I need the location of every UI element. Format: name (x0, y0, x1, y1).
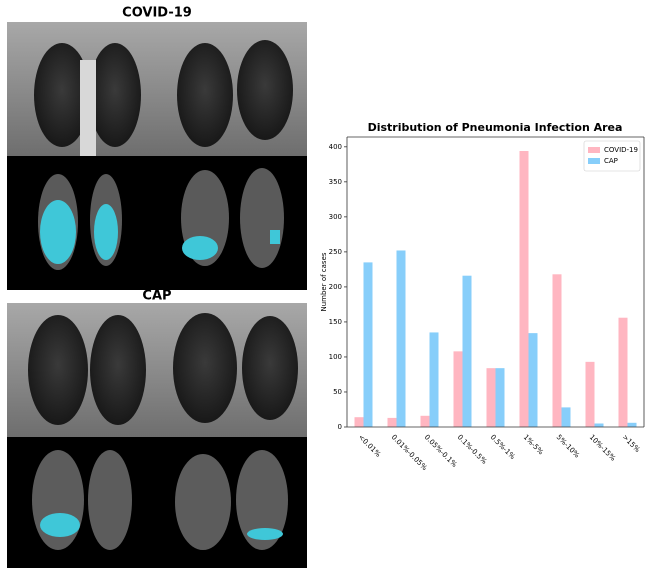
bar (519, 151, 529, 428)
panel-label: COVID-19 (122, 6, 192, 21)
bar (453, 351, 463, 427)
y-tick-label: 250 (329, 248, 342, 256)
lung (34, 43, 90, 147)
lung (236, 450, 288, 550)
x-tick-label: >15% (621, 433, 642, 454)
bar (552, 274, 562, 427)
lesion (40, 513, 80, 537)
bar (387, 417, 397, 427)
bar (396, 250, 406, 427)
x-tick-label: 0.1%-0.5% (456, 433, 489, 466)
lesion (94, 204, 118, 260)
lung (242, 316, 298, 420)
y-tick-label: 200 (329, 283, 342, 291)
spine (80, 60, 96, 156)
x-tick-label: 1%-5% (522, 433, 545, 456)
lung (237, 40, 293, 140)
y-tick-label: 350 (329, 178, 342, 186)
bar (594, 423, 604, 427)
legend-label: COVID-19 (604, 146, 638, 154)
x-tick-label: <0.01% (357, 433, 383, 459)
legend-label: CAP (604, 157, 618, 165)
lesion (247, 528, 283, 540)
lung (28, 315, 88, 425)
chart-title: Distribution of Pneumonia Infection Area (368, 121, 623, 134)
lung (90, 315, 146, 425)
bar (429, 332, 439, 427)
lesion (270, 230, 280, 244)
bar (627, 422, 637, 427)
bar (618, 317, 628, 427)
bar (528, 333, 538, 427)
y-tick-label: 50 (333, 388, 342, 396)
bar (561, 407, 571, 427)
legend-swatch (588, 158, 600, 164)
lung (177, 43, 233, 147)
x-tick-label: 0.5%-1% (489, 433, 517, 461)
lung (89, 43, 141, 147)
cap-images (7, 303, 307, 568)
y-tick-label: 400 (329, 143, 342, 151)
lesion (182, 236, 218, 260)
bar (420, 415, 430, 427)
covid-images (7, 22, 307, 290)
y-tick-label: 0 (338, 423, 342, 431)
lung (88, 450, 132, 550)
bar (486, 368, 496, 427)
lung (173, 313, 237, 423)
x-tick-label: 0.05%-0.1% (423, 433, 459, 469)
y-tick-label: 300 (329, 213, 342, 221)
legend-swatch (588, 147, 600, 153)
bar (462, 275, 472, 427)
x-tick-label: 10%-15% (588, 433, 618, 463)
lung (175, 454, 231, 550)
bar (495, 368, 505, 427)
y-axis-label: Number of cases (320, 252, 328, 311)
x-tick-label: 5%-10% (555, 433, 582, 460)
y-tick-label: 100 (329, 353, 342, 361)
panel-label: CAP (142, 289, 171, 304)
bar (585, 361, 595, 427)
lesion (40, 200, 76, 264)
bar (354, 417, 364, 427)
y-tick-label: 150 (329, 318, 342, 326)
lung (240, 168, 284, 268)
bar (363, 262, 373, 427)
